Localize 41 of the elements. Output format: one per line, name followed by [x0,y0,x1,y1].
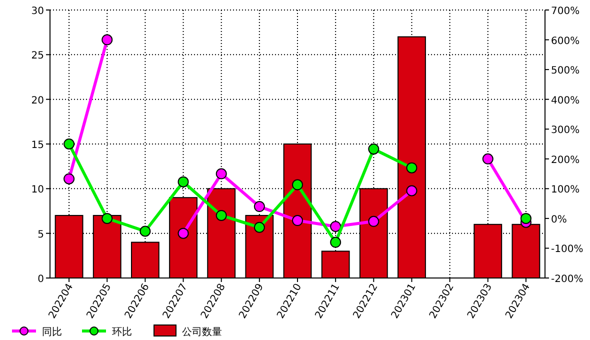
point [406,185,418,196]
y-tick-label: 25 [31,50,44,62]
point [102,34,113,46]
point [520,212,532,224]
y2-tick-label: 200% [551,154,580,166]
y2-tick-label: 400% [551,95,580,106]
y2-tick-label: -100% [551,244,584,256]
legend-label: 公司数量 [182,326,222,338]
point [102,212,113,224]
y-tick-label: 10 [31,184,44,196]
y2-tick-label: 500% [551,66,580,77]
point [292,215,303,226]
point [216,210,227,221]
y2-tick-label: 600% [551,36,580,47]
point [64,173,75,184]
point [178,228,189,239]
point [178,176,189,188]
point [330,220,342,232]
point [368,216,380,227]
y2-tick-label: 100% [551,184,580,196]
legend-label: 环比 [112,326,132,338]
point [254,222,265,233]
y2-tick-label: 300% [551,125,580,136]
y-tick-label: 20 [31,95,44,106]
y2-tick-label: 0% [551,214,567,226]
y-tick-label: 15 [31,140,44,151]
point [330,236,342,248]
point [368,144,380,155]
legend-label: 同比 [42,326,62,338]
y2-tick-label: -200% [551,274,584,285]
point [482,153,494,164]
point [292,179,303,190]
point [254,201,265,212]
y-tick-label: 5 [38,229,44,240]
point [140,226,151,237]
point [216,168,227,180]
point [64,138,75,150]
point [406,162,418,174]
y-tick-label: 30 [31,6,44,17]
y2-tick-label: 700% [551,6,580,17]
y-tick-label: 0 [38,274,44,285]
